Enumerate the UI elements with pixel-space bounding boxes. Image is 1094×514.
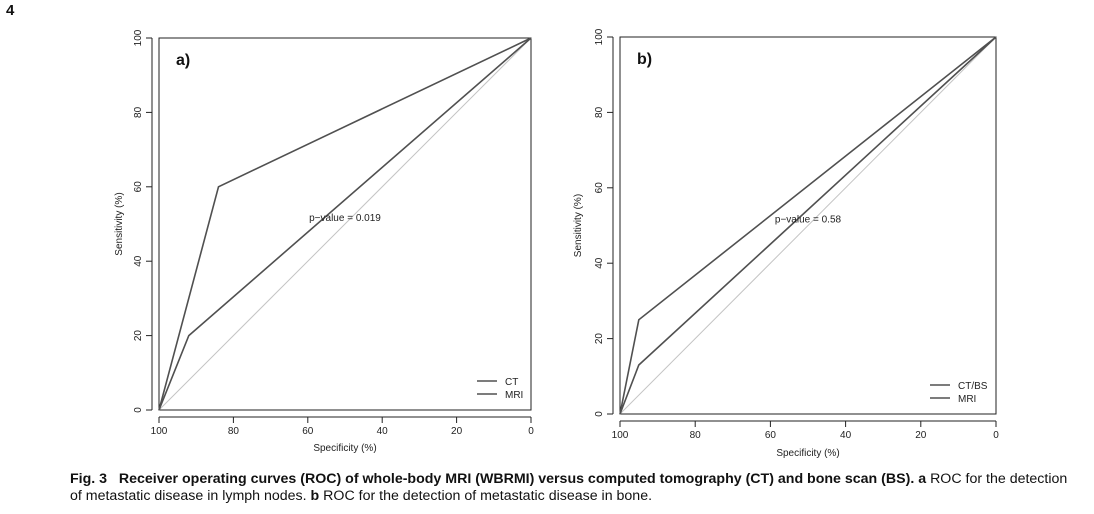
x-tick-label: 60 (302, 426, 314, 437)
x-axis-title: Specificity (%) (776, 448, 839, 459)
y-tick-label: 100 (594, 28, 605, 45)
series-line-ct-bs (619, 36, 997, 415)
reference-diagonal (619, 36, 997, 415)
y-tick-label: 80 (594, 106, 605, 118)
plot-area-box (619, 36, 997, 415)
y-tick-label: 0 (594, 411, 605, 417)
series-line-mri (158, 37, 532, 411)
legend: CT/BS MRI (930, 381, 988, 405)
panel-label: a) (176, 52, 190, 69)
plot-area-box (158, 37, 532, 411)
x-axis-title: Specificity (%) (313, 443, 376, 454)
caption-part-b-label: b (310, 488, 320, 504)
x-tick-label: 100 (151, 426, 168, 437)
y-tick-label: 60 (133, 181, 144, 193)
legend-label: MRI (958, 394, 976, 405)
x-tick-label: 40 (377, 426, 389, 437)
x-tick-label: 40 (840, 430, 852, 441)
p-value-annotation: p−value = 0.019 (309, 213, 381, 224)
y-axis-title: Sensitivity (%) (573, 194, 584, 257)
page-number: 4 (6, 2, 15, 19)
series-line-ct (158, 37, 532, 411)
y-tick-label: 80 (133, 106, 144, 118)
x-tick-label: 0 (993, 430, 999, 441)
x-tick-label: 20 (915, 430, 927, 441)
roc-panel-b: 0 20 40 60 80 100 100 80 60 40 20 0 Sensitivity (%) S… (573, 28, 999, 459)
y-tick-label: 60 (594, 182, 605, 194)
x-tick-label: 80 (690, 430, 702, 441)
y-tick-label: 0 (133, 407, 144, 413)
x-tick-label: 20 (451, 426, 463, 437)
roc-panel-a: 0 20 40 60 80 100 100 80 60 40 20 0 Sensitivity (%) S… (114, 29, 534, 454)
x-tick-label: 0 (528, 426, 534, 437)
y-axis-title: Sensitivity (%) (114, 192, 125, 255)
panel-label: b) (637, 51, 652, 68)
legend-label: MRI (505, 390, 523, 401)
caption-part-a-label: a (918, 471, 927, 487)
series-line-mri (619, 36, 997, 415)
legend: CT MRI (477, 377, 523, 401)
y-tick-label: 40 (133, 255, 144, 267)
y-tick-label: 100 (133, 29, 144, 46)
reference-diagonal (158, 37, 532, 411)
roc-charts: 0 20 40 60 80 100 100 80 60 40 20 0 Sensitivity (%) S… (114, 28, 999, 459)
y-tick-label: 20 (133, 330, 144, 342)
p-value-annotation: p−value = 0.58 (775, 215, 842, 226)
x-tick-label: 60 (765, 430, 777, 441)
legend-label: CT (505, 377, 518, 388)
x-tick-label: 80 (228, 426, 240, 437)
y-tick-label: 40 (594, 257, 605, 269)
legend-label: CT/BS (958, 381, 988, 392)
caption-part-a-text: ROC for the detection of metastatic dise… (70, 471, 1068, 504)
y-tick-label: 20 (594, 333, 605, 345)
caption-title: Receiver operating curves (ROC) of whole… (118, 471, 915, 487)
x-tick-label: 100 (612, 430, 629, 441)
caption-part-b-text: ROC for the detection of metastatic dise… (323, 488, 653, 504)
figure-caption: Fig. 3 Receiver operating curves (ROC) o… (70, 471, 1080, 505)
caption-fig-label: Fig. 3 (70, 471, 108, 487)
